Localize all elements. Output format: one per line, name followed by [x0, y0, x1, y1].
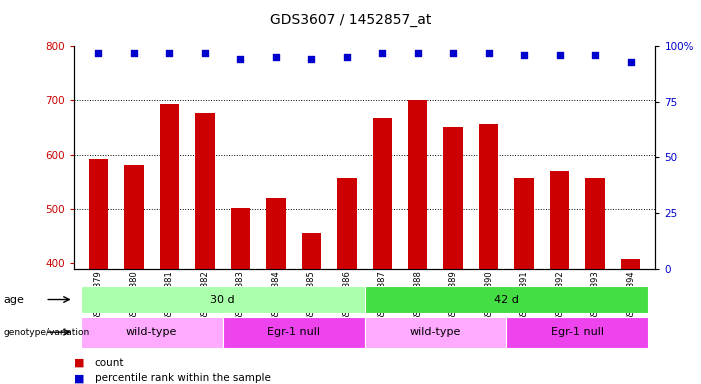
Point	[625, 59, 637, 65]
Point	[448, 50, 459, 56]
Text: GDS3607 / 1452857_at: GDS3607 / 1452857_at	[270, 13, 431, 27]
Point	[483, 50, 494, 56]
Bar	[301, 233, 321, 269]
Text: count: count	[95, 358, 124, 368]
Text: wild-type: wild-type	[126, 327, 177, 337]
Point	[235, 56, 246, 63]
Bar	[621, 259, 640, 269]
Bar	[231, 208, 250, 269]
Bar	[195, 113, 215, 269]
Bar	[365, 317, 506, 348]
Bar	[444, 127, 463, 269]
Bar	[160, 104, 179, 269]
Point	[93, 50, 104, 56]
Point	[199, 50, 210, 56]
Point	[270, 54, 281, 60]
Text: genotype/variation: genotype/variation	[4, 328, 90, 337]
Text: wild-type: wild-type	[410, 327, 461, 337]
Text: ■: ■	[74, 358, 84, 368]
Bar	[266, 198, 285, 269]
Bar	[81, 317, 223, 348]
Point	[519, 52, 530, 58]
Bar	[479, 124, 498, 269]
Point	[164, 50, 175, 56]
Bar	[372, 118, 392, 269]
Point	[341, 54, 353, 60]
Text: 30 d: 30 d	[210, 295, 235, 305]
Bar	[365, 286, 648, 313]
Text: 42 d: 42 d	[494, 295, 519, 305]
Bar	[408, 100, 428, 269]
Text: age: age	[4, 295, 25, 305]
Point	[306, 56, 317, 63]
Bar	[81, 286, 365, 313]
Point	[376, 50, 388, 56]
Bar	[506, 317, 648, 348]
Bar	[124, 164, 144, 269]
Point	[554, 52, 565, 58]
Bar	[223, 317, 365, 348]
Bar	[515, 178, 534, 269]
Point	[128, 50, 139, 56]
Text: percentile rank within the sample: percentile rank within the sample	[95, 373, 271, 383]
Bar	[585, 178, 605, 269]
Point	[412, 50, 423, 56]
Text: Egr-1 null: Egr-1 null	[267, 327, 320, 337]
Point	[590, 52, 601, 58]
Text: ■: ■	[74, 373, 84, 383]
Bar	[550, 171, 569, 269]
Bar	[89, 159, 108, 269]
Bar	[337, 178, 357, 269]
Text: Egr-1 null: Egr-1 null	[551, 327, 604, 337]
